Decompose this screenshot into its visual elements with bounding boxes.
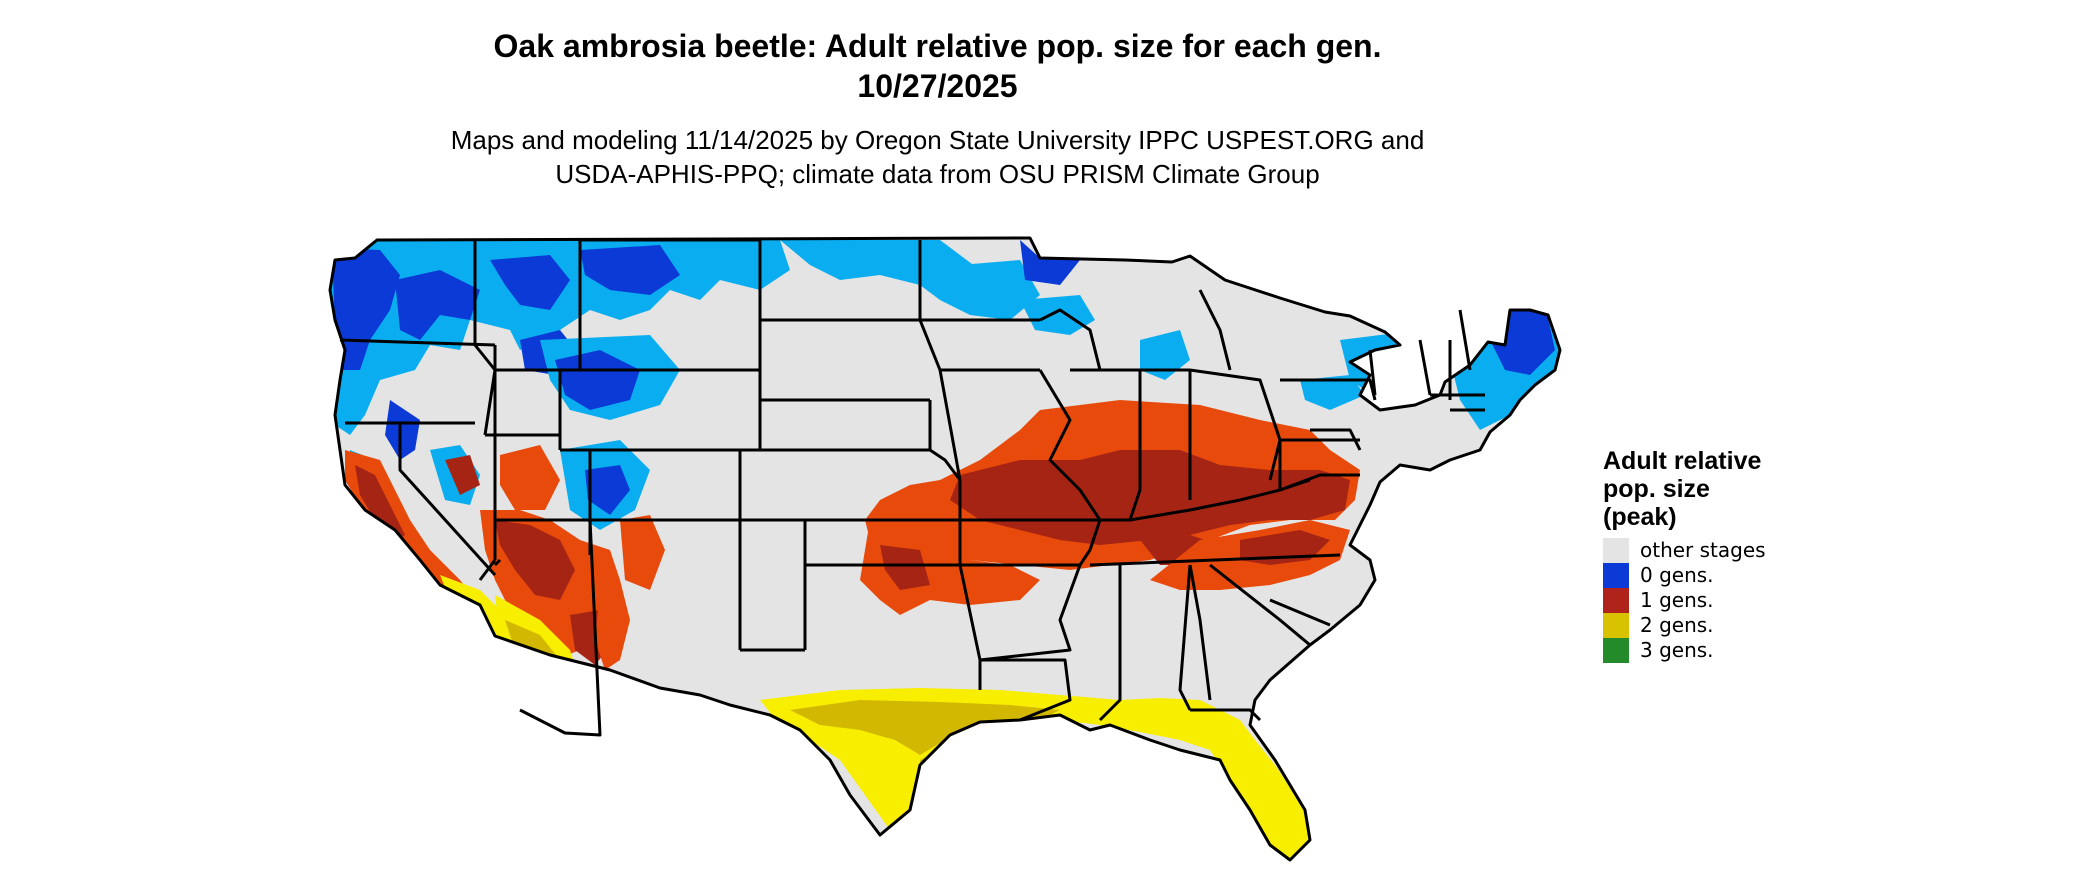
- legend-swatch: [1603, 588, 1629, 613]
- state-borders: [328, 236, 1562, 862]
- legend-swatch: [1603, 538, 1629, 563]
- map-title: Oak ambrosia beetle: Adult relative pop.…: [493, 28, 1382, 64]
- legend-label: other stages: [1640, 538, 1766, 562]
- map-subtitle-line2: USDA-APHIS-PPQ; climate data from OSU PR…: [555, 159, 1320, 189]
- legend-title-line1: Adult relative: [1603, 447, 1762, 475]
- legend-title: Adult relative pop. size (peak): [1603, 447, 1803, 531]
- legend-swatch: [1603, 613, 1629, 638]
- legend-swatch: [1603, 638, 1629, 663]
- legend-label: 0 gens.: [1640, 563, 1714, 587]
- us-map: [328, 236, 1562, 862]
- us-outline-border: [328, 236, 1562, 862]
- legend-swatch: [1603, 563, 1629, 588]
- legend-label: 1 gens.: [1640, 588, 1714, 612]
- map-date: 10/27/2025: [857, 68, 1018, 104]
- legend-label: 3 gens.: [1640, 638, 1714, 662]
- legend-label: 2 gens.: [1640, 613, 1714, 637]
- legend-title-line2: pop. size: [1603, 475, 1710, 503]
- map-subtitle-line1: Maps and modeling 11/14/2025 by Oregon S…: [450, 125, 1425, 155]
- legend-title-line3: (peak): [1603, 503, 1677, 531]
